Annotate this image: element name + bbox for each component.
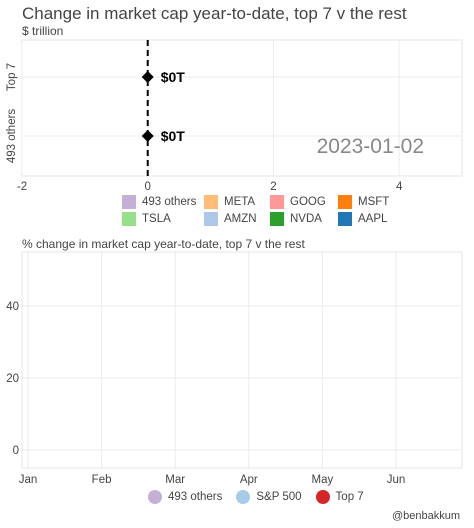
y-tick-label: 0 xyxy=(13,445,19,457)
legend-swatch xyxy=(338,212,352,226)
market-cap-dot-chart: -2 0 2 4 Top 7 493 others $0T $0T 2023-01-02 xyxy=(6,39,463,193)
plot-area-2 xyxy=(21,251,463,469)
y-tick-label: 40 xyxy=(6,301,19,313)
legend-swatch xyxy=(122,212,136,226)
legend-marker xyxy=(236,490,251,504)
series-legend: 493 others S&P 500 Top 7 xyxy=(148,490,364,504)
legend-marker xyxy=(148,490,162,504)
legend-swatch xyxy=(204,195,218,209)
data-point xyxy=(141,71,154,83)
legend-label: GOOG xyxy=(290,196,326,208)
legend-swatch xyxy=(270,195,284,209)
unit-label: $ trillion xyxy=(22,24,64,38)
legend-label: 493 others xyxy=(168,491,223,503)
legend-item: AMZN xyxy=(204,212,270,226)
pct-change-chart-title: % change in market cap year-to-date, top… xyxy=(22,237,305,251)
data-label: $0T xyxy=(161,69,186,85)
x-tick-label: -2 xyxy=(17,181,27,193)
x-tick-label: Feb xyxy=(92,474,112,486)
x-tick-label: Mar xyxy=(165,474,185,486)
x-tick-label: May xyxy=(312,474,334,486)
legend-item: MSFT xyxy=(338,195,398,209)
x-tick-label: 2 xyxy=(270,181,276,193)
author-credit: @benbakkum xyxy=(391,510,460,522)
legend-item: AAPL xyxy=(338,212,398,226)
ticker-legend: 493 others META GOOG MSFT TSLA AMZN NVDA AAPL xyxy=(122,195,398,226)
legend-item: GOOG xyxy=(270,195,338,209)
legend-label: META xyxy=(224,196,256,208)
data-point xyxy=(141,130,154,142)
legend-label: AAPL xyxy=(358,213,388,225)
legend-label: S&P 500 xyxy=(256,491,302,503)
legend-marker xyxy=(315,490,330,504)
legend-label: 493 others xyxy=(142,196,197,208)
legend-label: NVDA xyxy=(290,213,322,225)
legend-item: 493 others xyxy=(148,490,222,504)
chart-title: Change in market cap year-to-date, top 7… xyxy=(22,4,407,23)
legend-swatch xyxy=(270,212,284,226)
legend-label: Top 7 xyxy=(335,491,364,503)
x-tick-label: Jan xyxy=(19,474,38,486)
x-tick-label: 0 xyxy=(145,181,151,193)
data-label: $0T xyxy=(161,128,186,144)
legend-label: TSLA xyxy=(142,213,171,225)
date-annotation: 2023-01-02 xyxy=(317,135,424,158)
legend-swatch xyxy=(338,195,352,209)
legend-item: Top 7 xyxy=(315,490,364,504)
legend-swatch xyxy=(204,212,218,226)
legend-label: AMZN xyxy=(224,213,257,225)
legend-item: S&P 500 xyxy=(236,490,302,504)
y-category-label: 493 others xyxy=(6,109,18,164)
legend-item: META xyxy=(204,195,270,209)
x-tick-label: 4 xyxy=(396,181,403,193)
y-tick-label: 20 xyxy=(6,373,19,385)
legend-swatch xyxy=(122,195,136,209)
legend-label: MSFT xyxy=(358,196,390,208)
y-category-label: Top 7 xyxy=(6,63,18,91)
x-tick-label: Jun xyxy=(387,474,406,486)
x-tick-label: Apr xyxy=(240,474,258,486)
legend-item: NVDA xyxy=(270,212,338,226)
legend-item: 493 others xyxy=(122,195,204,209)
legend-item: TSLA xyxy=(122,212,204,226)
